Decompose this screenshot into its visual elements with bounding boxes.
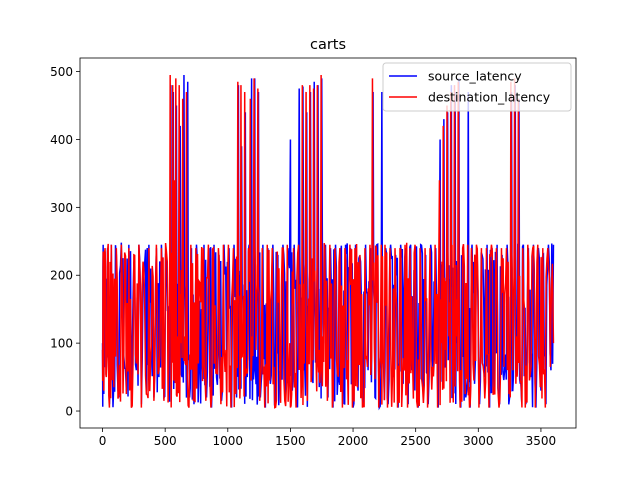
y-tick-label: 100 — [50, 337, 73, 351]
x-tick-label: 2500 — [400, 434, 431, 448]
y-tick-label: 200 — [50, 269, 73, 283]
y-tick-label: 0 — [65, 405, 73, 419]
x-axis: 0 500 1000 1500 2000 2500 3000 3500 — [99, 428, 556, 448]
legend-box — [382, 62, 572, 112]
x-tick-label: 1000 — [213, 434, 244, 448]
y-tick-label: 500 — [50, 65, 73, 79]
chart-title: carts — [310, 37, 346, 53]
series-layer — [101, 74, 555, 411]
x-tick-label: 3500 — [526, 434, 557, 448]
y-tick-label: 400 — [50, 133, 73, 147]
y-axis: 0 100 200 300 400 500 — [50, 65, 80, 419]
plot-frame — [79, 57, 577, 429]
x-tick-label: 2000 — [338, 434, 369, 448]
x-tick-label: 0 — [99, 434, 107, 448]
legend-label: destination_latency — [428, 90, 551, 105]
legend-label: source_latency — [428, 69, 522, 84]
x-tick-label: 1500 — [275, 434, 306, 448]
legend: source_latency destination_latency — [382, 62, 572, 112]
series-line-destination-latency — [101, 74, 555, 409]
y-tick-label: 300 — [50, 201, 73, 215]
x-tick-label: 3000 — [463, 434, 494, 448]
x-tick-label: 500 — [154, 434, 177, 448]
